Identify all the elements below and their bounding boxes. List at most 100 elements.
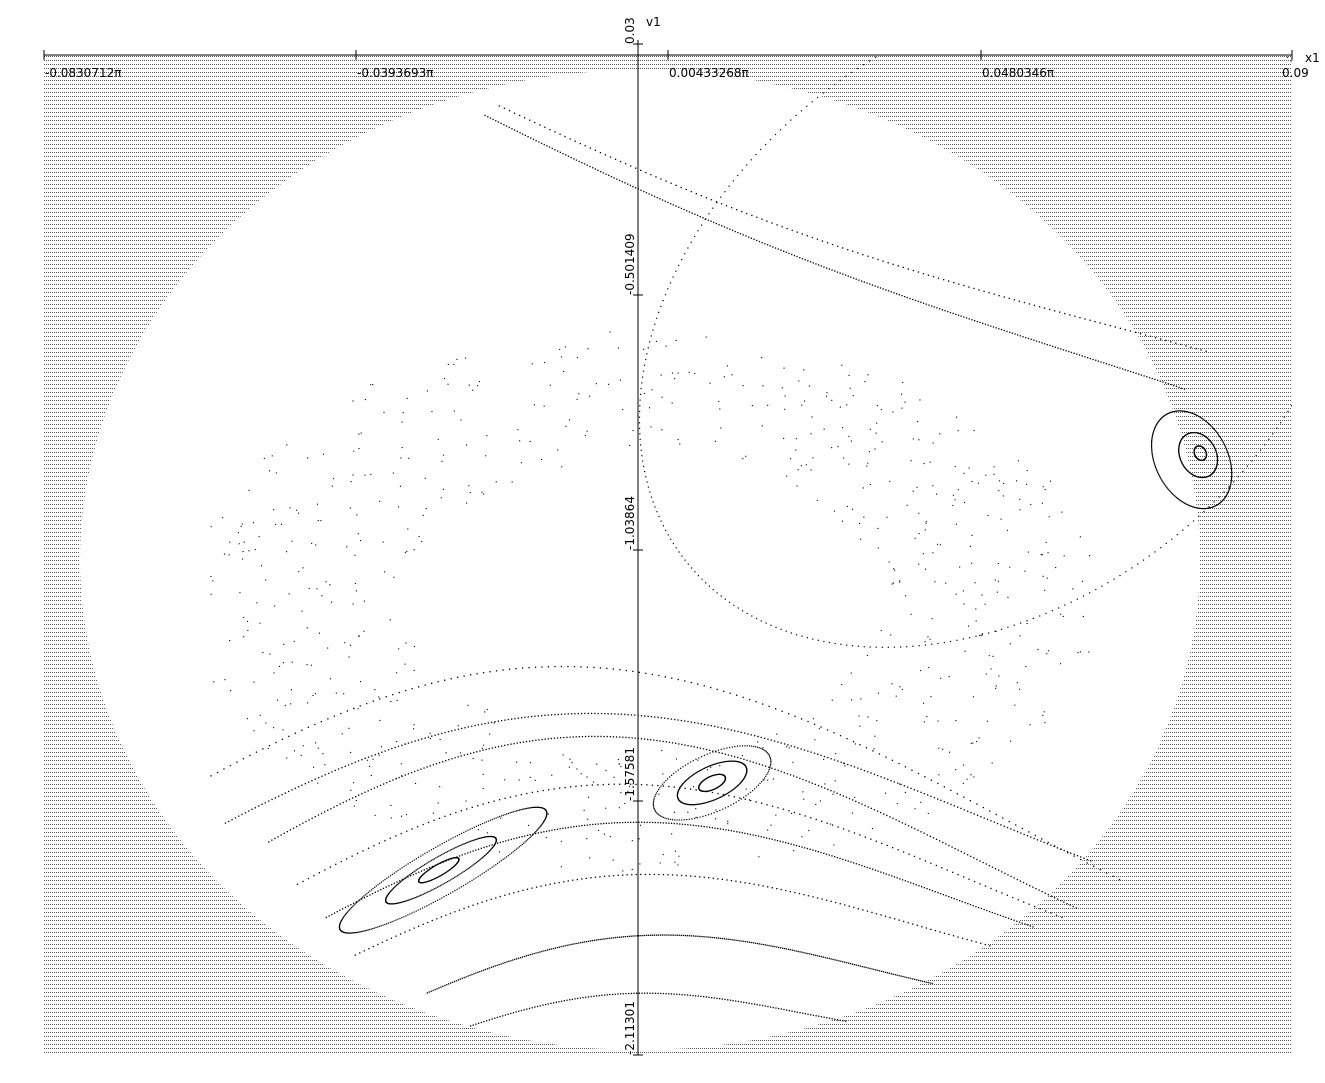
chaotic-point — [920, 801, 922, 803]
orbit-point — [639, 405, 641, 407]
orbit-point — [441, 874, 443, 876]
band-point — [667, 201, 669, 204]
band-point — [818, 955, 821, 957]
band-point — [664, 676, 666, 678]
band-point — [470, 674, 472, 676]
band-point — [836, 792, 838, 794]
band-point — [490, 966, 493, 968]
orbit-point — [695, 803, 697, 806]
band-point — [839, 857, 841, 860]
orbit-point — [1228, 489, 1230, 491]
band-point — [761, 218, 763, 220]
orbit-point — [344, 932, 347, 934]
band-point — [805, 952, 807, 954]
orbit-point — [1216, 432, 1219, 434]
band-point — [703, 996, 705, 998]
band-point — [549, 883, 551, 885]
chaotic-point — [931, 618, 933, 620]
band-point — [916, 924, 918, 926]
band-point — [1015, 824, 1017, 826]
band-point — [508, 126, 510, 129]
band-point — [594, 823, 597, 825]
band-point — [961, 901, 963, 903]
band-point — [820, 1016, 823, 1018]
orbit-point — [500, 860, 502, 862]
band-point — [629, 184, 631, 186]
chaotic-point — [1042, 486, 1044, 488]
chaotic-point — [238, 543, 240, 545]
band-point — [913, 789, 915, 791]
orbit-point — [1148, 555, 1150, 557]
band-point — [706, 936, 708, 938]
band-point — [975, 941, 977, 943]
band-point — [912, 298, 914, 301]
band-point — [807, 720, 809, 723]
band-point — [787, 744, 789, 746]
band-point — [361, 759, 363, 761]
chaotic-point — [804, 400, 806, 402]
orbit-point — [393, 872, 395, 874]
orbit-point — [404, 900, 406, 902]
chaotic-point — [293, 640, 295, 642]
band-point — [563, 881, 565, 883]
orbit-point — [430, 867, 432, 869]
orbit-point — [657, 813, 659, 815]
band-point — [830, 758, 832, 760]
band-point — [589, 824, 591, 826]
band-point — [903, 785, 905, 787]
orbit-point — [656, 790, 659, 792]
band-point — [896, 974, 898, 976]
chaotic-point — [298, 512, 300, 514]
orbit-point — [432, 901, 434, 904]
chaotic-point — [651, 389, 653, 391]
chaotic-point — [390, 804, 392, 806]
chaotic-point — [1026, 470, 1028, 472]
band-point — [979, 321, 981, 324]
band-point — [487, 722, 489, 724]
band-point — [1002, 817, 1004, 819]
chaotic-point — [242, 558, 244, 560]
orbit-point — [1032, 617, 1034, 619]
band-point — [647, 715, 649, 717]
chaotic-point — [472, 758, 474, 760]
band-point — [833, 759, 836, 761]
orbit-point — [774, 133, 777, 136]
band-point — [363, 950, 365, 952]
chaotic-point — [963, 764, 965, 766]
band-point — [769, 1006, 772, 1008]
orbit-point — [1153, 463, 1156, 465]
band-point — [597, 735, 599, 738]
band-point — [560, 737, 562, 739]
orbit-point — [1178, 455, 1180, 457]
chaotic-point — [790, 458, 792, 460]
band-point — [1076, 855, 1079, 857]
band-point — [564, 713, 566, 715]
chaotic-point — [719, 408, 721, 410]
band-point — [690, 681, 692, 684]
band-point — [812, 896, 814, 898]
band-point — [917, 829, 919, 831]
orbit-point — [763, 749, 765, 751]
orbit-point — [1167, 412, 1169, 415]
band-point — [852, 277, 855, 279]
orbit-point — [1152, 456, 1154, 458]
band-point — [502, 841, 504, 843]
band-point — [400, 832, 402, 835]
band-point — [767, 1005, 769, 1008]
chaotic-point — [688, 371, 690, 373]
chaotic-point — [998, 480, 1000, 482]
chaotic-point — [1014, 704, 1016, 706]
orbit-point — [442, 873, 444, 875]
chaotic-point — [876, 422, 878, 424]
orbit-point — [650, 496, 653, 498]
orbit-point — [675, 771, 677, 773]
orbit-point — [937, 642, 939, 645]
band-point — [799, 1012, 801, 1014]
chaotic-point — [331, 485, 333, 487]
band-point — [902, 851, 905, 853]
band-point — [834, 856, 836, 858]
band-point — [404, 774, 406, 776]
orbit-point — [743, 796, 745, 798]
band-point — [486, 900, 488, 902]
chaotic-point — [939, 544, 941, 546]
